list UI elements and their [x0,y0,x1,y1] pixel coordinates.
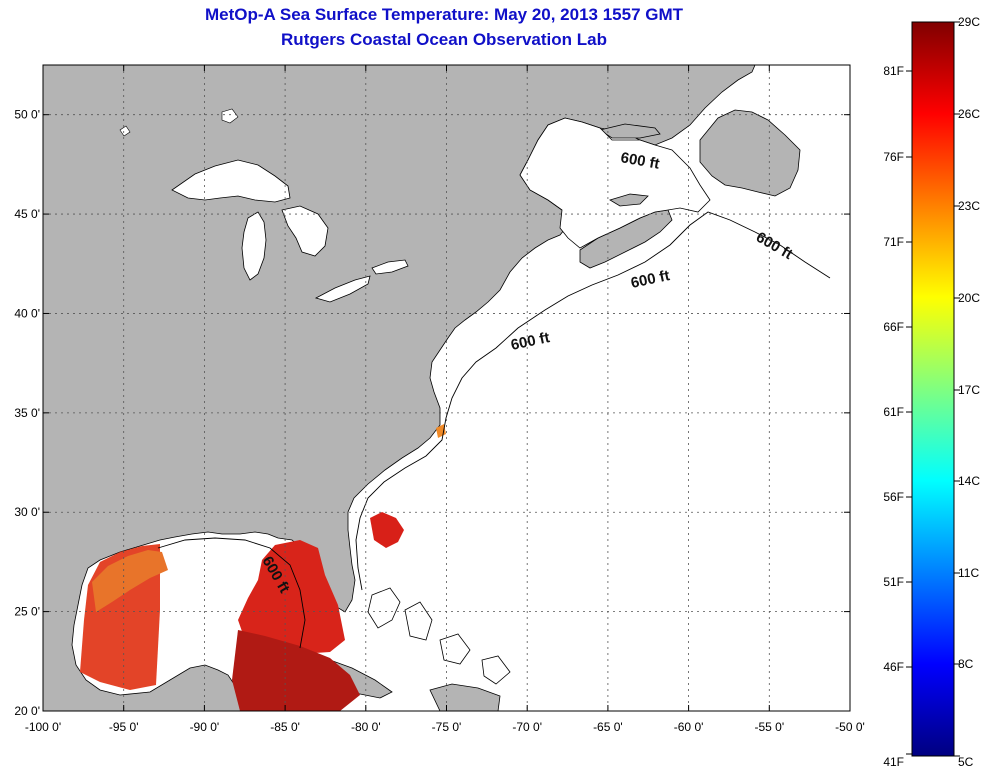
pei-land [609,193,649,207]
lake-michigan [241,211,267,281]
colorbar-fahrenheit-label: 66F [883,320,904,334]
sst-yucatan-channel [232,630,360,711]
colorbar-celsius-labels: 29C 26C 23C 20C 17C 14C 11C 8C 5C [954,15,980,769]
bahamas-bank [367,587,511,685]
colorbar-fahrenheit-label: 81F [883,64,904,78]
small-lake-1 [119,125,131,137]
lake-erie [314,275,371,303]
map-subtitle: Rutgers Coastal Ocean Observation Lab [281,30,607,49]
lon-tick-label: -75 0' [432,720,462,734]
colorbar-fahrenheit-label: 61F [883,405,904,419]
colorbar-fahrenheit-label: 41F [883,755,904,769]
colorbar-celsius-label: 29C [958,15,980,29]
isobath-label: 600 ft [619,149,661,173]
isobath-600ft [355,211,831,591]
colorbar-fahrenheit-label: 56F [883,490,904,504]
lon-tick-label: -50 0' [835,720,865,734]
colorbar-celsius-label: 20C [958,291,980,305]
anticosti-island [599,123,661,139]
lat-tick-label: 35 0' [14,406,40,420]
colorbar-celsius-label: 17C [958,383,980,397]
colorbar-celsius-label: 11C [958,566,979,580]
lake-huron [281,205,329,257]
latitude-tick-labels: 50 0' 45 0' 40 0' 35 0' 30 0' 25 0' 20 0' [14,108,40,718]
gulf-of-st-lawrence [519,117,711,249]
lon-tick-label: -95 0' [109,720,139,734]
colorbar [911,21,955,757]
colorbar-celsius-label: 8C [958,657,974,671]
map-frame [42,64,851,712]
lake-ontario [371,259,409,275]
colorbar-celsius-label: 23C [958,199,980,213]
sst-cape-hatteras [436,424,446,438]
sst-western-gulf-orange [92,550,168,612]
lat-tick-label: 25 0' [14,605,40,619]
lat-tick-label: 50 0' [14,108,40,122]
lon-tick-label: -85 0' [270,720,300,734]
colorbar-celsius-label: 5C [958,755,974,769]
lon-tick-label: -80 0' [351,720,381,734]
colorbar-celsius-label: 26C [958,107,980,121]
lat-tick-label: 40 0' [14,306,40,320]
colorbar-fahrenheit-labels: 81F 76F 71F 66F 61F 56F 51F 46F 41F [883,64,912,769]
lat-tick-label: 30 0' [14,505,40,519]
small-lake-2 [221,108,239,124]
lat-tick-label: 20 0' [14,704,40,718]
lon-tick-label: -60 0' [674,720,704,734]
lon-tick-label: -70 0' [512,720,542,734]
lon-tick-label: -90 0' [190,720,220,734]
lat-tick-label: 45 0' [14,207,40,221]
newfoundland-land [699,109,801,197]
colorbar-celsius-label: 14C [958,474,980,488]
longitude-tick-labels: -100 0' -95 0' -90 0' -85 0' -80 0' -75 0' -70… [25,720,865,734]
colorbar-fahrenheit-label: 46F [883,660,904,674]
lake-superior [171,159,291,203]
colorbar-fahrenheit-label: 51F [883,575,904,589]
colorbar-fahrenheit-label: 71F [883,235,904,249]
map-title: MetOp-A Sea Surface Temperature: May 20,… [204,5,684,24]
lon-tick-label: -55 0' [754,720,784,734]
colorbar-fahrenheit-label: 76F [883,150,904,164]
lon-tick-label: -65 0' [593,720,623,734]
sst-atlantic-offshore [370,512,404,548]
hispaniola-land [429,683,501,711]
isobath-600ft-gulf [157,537,306,649]
lon-tick-label: -100 0' [25,720,61,734]
sst-eastern-gulf [238,540,345,654]
